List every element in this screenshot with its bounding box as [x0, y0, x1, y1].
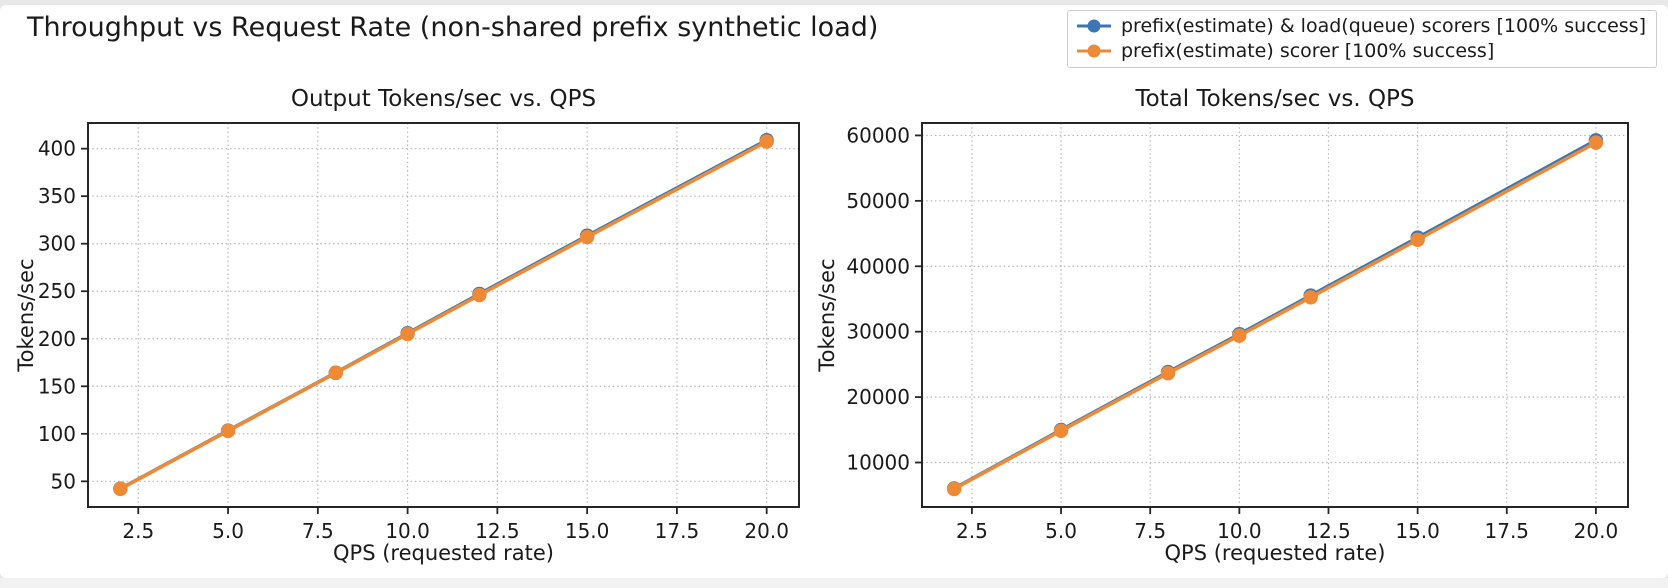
- x-tick-label: 5.0: [1045, 519, 1077, 543]
- x-tick-label: 20.0: [1574, 519, 1619, 543]
- data-point-marker: [759, 134, 774, 149]
- x-tick-label: 17.5: [655, 519, 700, 543]
- x-tick-label: 2.5: [956, 519, 988, 543]
- y-tick-label: 40000: [846, 254, 910, 278]
- x-tick-label: 2.5: [122, 519, 154, 543]
- x-tick-label: 17.5: [1485, 519, 1530, 543]
- x-tick-label: 12.5: [1306, 519, 1351, 543]
- y-tick-label: 100: [38, 422, 76, 446]
- right-chart-title: Total Tokens/sec vs. QPS: [1135, 86, 1415, 112]
- legend-item: prefix(estimate) scorer [100% success]: [1076, 39, 1646, 63]
- line-dot-marker-icon: [1077, 19, 1111, 33]
- y-tick-label: 350: [38, 184, 76, 208]
- data-point-marker: [579, 229, 595, 245]
- y-tick-label: 30000: [846, 320, 910, 344]
- plot-border: [921, 122, 1629, 508]
- left-chart-title: Output Tokens/sec vs. QPS: [290, 86, 597, 112]
- page-background-top: [0, 0, 1668, 5]
- legend-label: prefix(estimate) & load(queue) scorers […: [1121, 15, 1646, 37]
- y-tick-label: 150: [38, 374, 76, 398]
- y-tick-label: 400: [38, 137, 76, 161]
- data-point-marker: [1160, 366, 1176, 381]
- data-point-marker: [946, 481, 962, 497]
- data-point-marker: [1303, 290, 1318, 305]
- line-dot-marker-icon: [1077, 44, 1111, 58]
- x-tick-label: 15.0: [1395, 519, 1440, 543]
- series-line: [119, 139, 768, 491]
- page-background-bottom: [0, 578, 1668, 588]
- figure-title: Throughput vs Request Rate (non-shared p…: [27, 12, 879, 43]
- series-line: [953, 141, 1597, 491]
- data-point-marker: [400, 326, 415, 342]
- data-point-marker: [472, 287, 487, 303]
- x-tick-label: 10.0: [1217, 519, 1262, 543]
- x-tick-label: 15.0: [565, 519, 610, 543]
- plot-border: [87, 122, 800, 508]
- y-tick-label: 250: [38, 279, 76, 303]
- y-tick-label: 200: [38, 327, 76, 351]
- y-tick-label: 10000: [846, 451, 910, 475]
- data-point-marker: [220, 423, 236, 439]
- y-tick-label: 20000: [846, 385, 910, 409]
- data-point-marker: [1053, 423, 1069, 438]
- x-tick-label: 12.5: [475, 519, 520, 543]
- y-tick-label: 60000: [846, 123, 910, 147]
- left-chart-plot: 2.5 5.0 7.5 10.0 12.5 15.0 17.5 20.0 50 100 150 200…: [38, 122, 800, 543]
- x-tick-label: 5.0: [212, 519, 244, 543]
- data-point-marker: [1410, 232, 1425, 247]
- x-tick-label: 20.0: [744, 519, 789, 543]
- x-tick-label: 7.5: [1134, 519, 1166, 543]
- data-point-marker: [113, 481, 128, 497]
- data-point-marker: [1232, 328, 1247, 343]
- data-point-marker: [328, 365, 343, 381]
- right-chart-plot: 2.5 5.0 7.5 10.0 12.5 15.0 17.5 20.0 10000 20000 3…: [846, 122, 1629, 543]
- y-tick-label: 50: [51, 469, 76, 493]
- y-tick-label: 300: [38, 232, 76, 256]
- x-tick-label: 10.0: [385, 519, 430, 543]
- left-chart-xlabel: QPS (requested rate): [333, 541, 554, 565]
- right-chart-xlabel: QPS (requested rate): [1164, 541, 1386, 565]
- legend: prefix(estimate) & load(queue) scorers […: [1067, 10, 1657, 68]
- legend-item: prefix(estimate) & load(queue) scorers […: [1076, 14, 1646, 38]
- data-point-marker: [1588, 135, 1604, 150]
- x-tick-label: 7.5: [302, 519, 334, 543]
- y-tick-label: 50000: [846, 189, 910, 213]
- legend-label: prefix(estimate) scorer [100% success]: [1121, 40, 1495, 62]
